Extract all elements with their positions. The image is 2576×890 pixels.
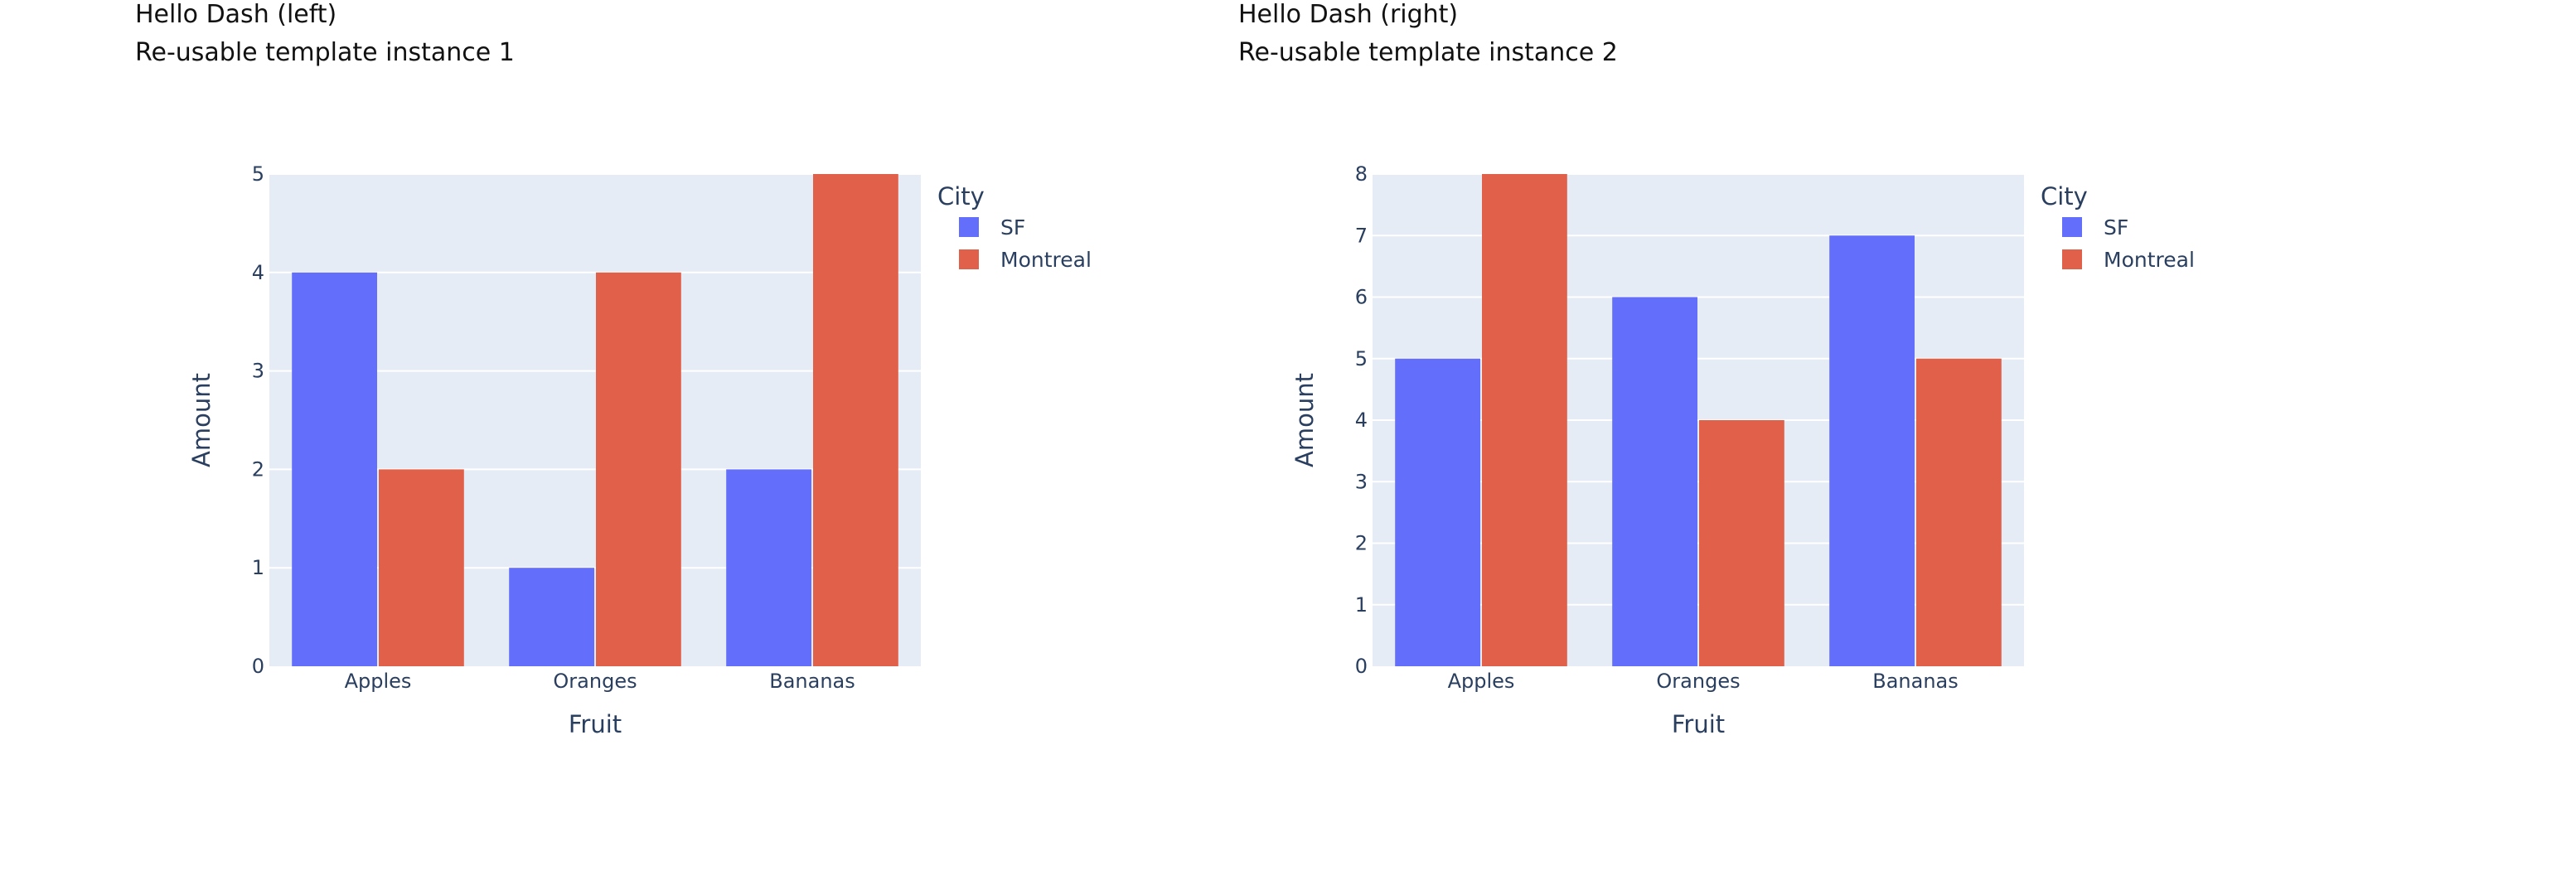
y-tick-label: 2 [252,457,264,481]
y-tick-label: 1 [252,556,264,579]
x-tick-label: Oranges [1656,670,1740,693]
legend-title: City [2041,182,2088,210]
bar-sf-bananas[interactable] [1829,235,1915,666]
bar-montreal-oranges[interactable] [1699,420,1784,666]
y-axis-title: Amount [187,373,215,467]
legend-swatch-sf[interactable] [2062,217,2082,237]
panel-title: Hello Dash (left) [135,0,337,29]
legend-label-montreal[interactable]: Montreal [1000,248,1092,272]
bar-sf-apples[interactable] [292,272,377,666]
y-tick-label: 7 [1355,224,1368,247]
x-axis-title: Fruit [569,710,622,738]
bar-chart-left[interactable]: 0 1 2 3 4 5 Apples Oranges Bananas Fruit Amount Cit… [135,149,1237,779]
bar-sf-oranges[interactable] [509,568,594,666]
bar-sf-bananas[interactable] [726,469,811,666]
chart-panel-left: Hello Dash (left) Re-usable template ins… [135,0,1237,890]
x-tick-label: Apples [1448,670,1515,693]
legend-label-sf[interactable]: SF [2104,215,2128,239]
bar-chart-right[interactable]: 0 1 2 3 4 5 6 7 8 Apples Oranges Bananas Fruit Amount… [1238,149,2341,779]
y-tick-label: 4 [252,261,264,284]
y-tick-label: 0 [1355,655,1368,678]
y-tick-label: 5 [252,162,264,186]
bar-sf-apples[interactable] [1395,358,1480,666]
bar-sf-oranges[interactable] [1612,297,1697,667]
x-tick-label: Apples [345,670,412,693]
x-tick-label: Bananas [769,670,855,693]
bar-montreal-oranges[interactable] [596,272,681,666]
bar-montreal-apples[interactable] [1482,174,1567,666]
y-tick-label: 4 [1355,409,1368,432]
y-tick-label: 8 [1355,162,1368,186]
panel-subtitle: Re-usable template instance 1 [135,38,515,67]
x-tick-label: Oranges [553,670,637,693]
legend-label-sf[interactable]: SF [1000,215,1025,239]
y-tick-label: 2 [1355,532,1368,555]
x-tick-label: Bananas [1872,670,1959,693]
y-tick-label: 0 [252,655,264,678]
y-axis-title: Amount [1290,373,1319,467]
panel-title: Hello Dash (right) [1238,0,1459,29]
bar-montreal-apples[interactable] [379,469,464,666]
y-tick-label: 3 [1355,470,1368,493]
legend-swatch-montreal[interactable] [2062,249,2082,269]
y-tick-label: 3 [252,360,264,383]
legend-swatch-montreal[interactable] [959,249,979,269]
bar-montreal-bananas[interactable] [813,174,898,666]
legend-title: City [937,182,985,210]
panel-subtitle: Re-usable template instance 2 [1238,38,1618,67]
legend-swatch-sf[interactable] [959,217,979,237]
legend-label-montreal[interactable]: Montreal [2104,248,2195,272]
bar-montreal-bananas[interactable] [1916,358,2002,666]
y-tick-label: 6 [1355,286,1368,309]
plot-area [269,174,921,666]
x-axis-title: Fruit [1672,710,1725,738]
y-tick-label: 1 [1355,593,1368,617]
y-tick-label: 5 [1355,347,1368,370]
chart-panel-right: Hello Dash (right) Re-usable template in… [1238,0,2341,890]
